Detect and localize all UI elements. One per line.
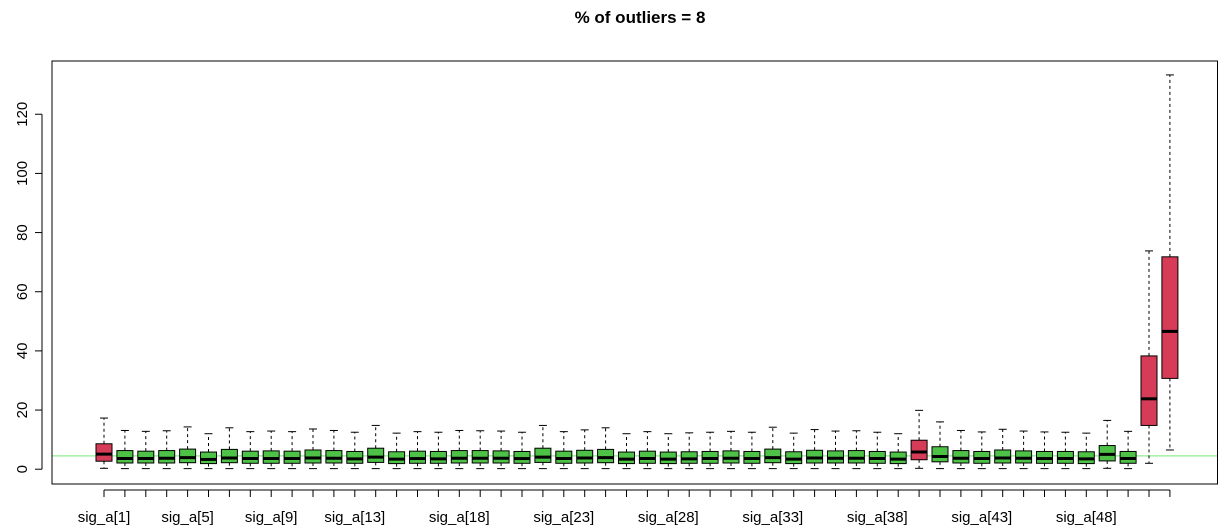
box-body [597, 448, 615, 464]
box-46 [1036, 431, 1053, 470]
chart-title: % of outliers = 8 [575, 8, 706, 27]
box-38 [868, 431, 886, 470]
box-29 [680, 432, 698, 470]
box-21 [513, 431, 531, 470]
box-44 [994, 428, 1012, 470]
box-4 [158, 430, 176, 470]
box-2 [116, 429, 134, 470]
x-tick-label: sig_a[48] [1056, 509, 1117, 526]
x-tick-label: sig_a[33] [742, 509, 803, 526]
box-8 [241, 431, 259, 470]
box-5 [179, 426, 197, 470]
box-7 [220, 427, 238, 470]
y-tick-label: 40 [14, 343, 31, 360]
box-9 [262, 430, 280, 470]
plot-frame [51, 60, 1218, 485]
y-tick-label: 20 [14, 402, 31, 419]
box-body [95, 443, 113, 462]
box-body [534, 447, 552, 463]
box-14 [367, 424, 385, 470]
box-body [367, 447, 385, 463]
box-body [220, 448, 238, 464]
box-body [116, 450, 134, 464]
box-19 [471, 430, 489, 470]
y-axis: 0 20 40 60 80 100 120 [14, 102, 43, 473]
box-40 [910, 409, 928, 469]
x-tick-label: sig_a[28] [638, 509, 699, 526]
x-axis: sig_a[1] sig_a[5] sig_a[9] sig_a[13] sig_a[1… [78, 489, 1171, 526]
box-30 [701, 431, 719, 470]
box-39 [889, 433, 907, 470]
box-25 [597, 427, 615, 470]
box-51 [1140, 250, 1158, 464]
box-body [1161, 256, 1179, 379]
box-48 [1077, 432, 1095, 470]
y-tick-label: 80 [14, 224, 31, 241]
boxes-group [95, 74, 1179, 470]
box-15 [388, 432, 406, 470]
box-43 [973, 431, 991, 470]
box-28 [659, 433, 677, 470]
box-23 [555, 431, 573, 470]
box-body [931, 446, 949, 463]
box-35 [806, 429, 824, 470]
box-32 [743, 431, 761, 470]
box-1 [95, 417, 113, 469]
y-tick-label: 0 [14, 465, 31, 473]
box-20 [492, 430, 510, 470]
y-tick-label: 120 [14, 102, 31, 127]
box-24 [576, 429, 594, 470]
box-26 [618, 433, 635, 470]
box-42 [952, 429, 970, 470]
x-tick-label: sig_a[23] [533, 509, 594, 526]
x-tick-label: sig_a[38] [847, 509, 908, 526]
box-27 [638, 431, 656, 470]
box-3 [137, 430, 155, 470]
box-50 [1119, 430, 1137, 470]
x-tick-label: sig_a[9] [245, 509, 298, 526]
box-18 [450, 429, 468, 470]
box-33 [764, 426, 782, 470]
x-tick-label: sig_a[5] [161, 509, 214, 526]
box-52 [1161, 74, 1179, 451]
box-34 [785, 432, 803, 470]
box-12 [325, 429, 343, 470]
box-36 [827, 430, 844, 470]
x-tick-label: sig_a[43] [951, 509, 1012, 526]
box-10 [283, 431, 301, 470]
box-31 [722, 430, 740, 470]
box-41 [931, 421, 949, 470]
y-tick-label: 100 [14, 161, 31, 186]
x-tick-label: sig_a[18] [429, 509, 490, 526]
box-body [764, 448, 782, 464]
box-22 [534, 424, 552, 470]
box-13 [346, 431, 364, 470]
box-6 [200, 433, 217, 470]
box-37 [847, 430, 865, 470]
box-17 [429, 431, 447, 470]
box-47 [1056, 431, 1074, 470]
box-45 [1015, 430, 1033, 470]
x-tick-label: sig_a[13] [324, 509, 385, 526]
box-body [1140, 355, 1158, 426]
box-body [179, 448, 197, 464]
box-16 [409, 431, 426, 470]
box-11 [304, 428, 322, 470]
box-body [910, 439, 928, 461]
x-tick-label: sig_a[1] [78, 509, 131, 526]
y-tick-label: 60 [14, 283, 31, 300]
box-body [200, 451, 217, 465]
box-49 [1098, 419, 1116, 469]
